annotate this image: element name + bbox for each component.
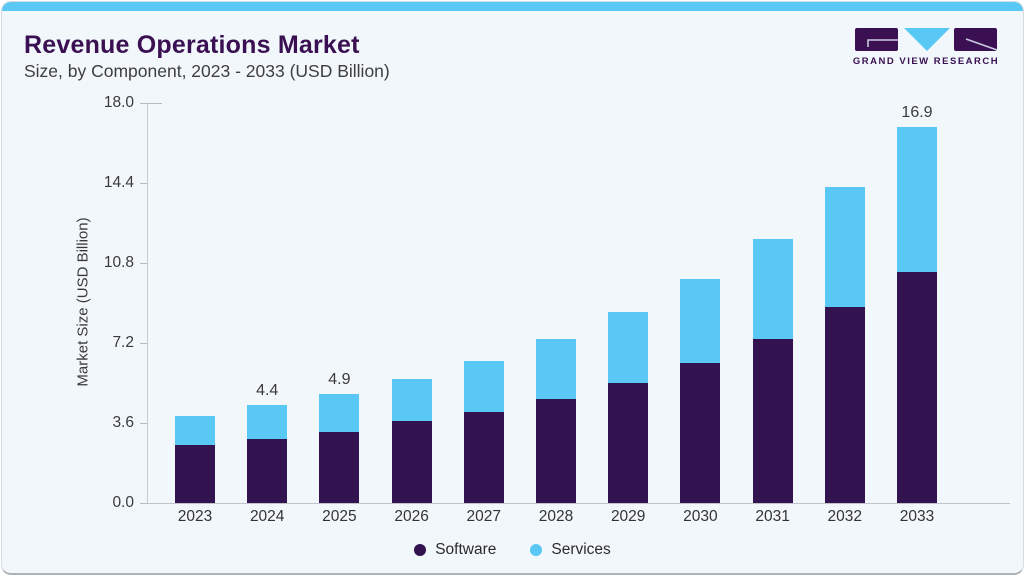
x-tick-label-2023: 2023 (177, 508, 213, 525)
x-tick-label-2032: 2032 (827, 508, 863, 525)
bar-segment-software-2033 (897, 271, 937, 503)
legend-dot-software (414, 544, 427, 556)
x-tick-label-2030: 2030 (683, 508, 718, 525)
bar-segment-services-2032 (824, 187, 865, 308)
legend-item-software: Software (414, 541, 496, 559)
gvr-logo-text: GRAND VIEW RESEARCH (852, 56, 1000, 67)
x-tick-label-2026: 2026 (394, 508, 429, 525)
y-axis-line (147, 103, 148, 503)
y-tick-mark (140, 263, 147, 264)
bar-total-label-2025: 4.9 (328, 371, 351, 389)
x-tick-label-2029: 2029 (610, 508, 646, 525)
x-tick-label-2025: 2025 (322, 508, 357, 525)
bar-segment-services-2025 (319, 394, 360, 432)
x-tick-label-2027: 2027 (466, 508, 502, 525)
bar-segment-software-2030 (680, 363, 721, 503)
bar-segment-software-2026 (391, 420, 432, 503)
bar-segment-services-2026 (391, 378, 432, 421)
bar-segment-services-2028 (536, 338, 576, 399)
x-tick-label-2028: 2028 (538, 508, 574, 525)
y-tick-label: 14.4 (103, 174, 134, 191)
bar-segment-services-2023 (175, 416, 215, 446)
bar-segment-software-2025 (319, 431, 360, 503)
legend-dot-services (530, 544, 543, 556)
bar-segment-services-2033 (897, 127, 937, 272)
bar-segment-software-2028 (536, 398, 576, 503)
legend-item-services: Services (530, 541, 611, 559)
bar-segment-services-2030 (680, 278, 721, 363)
y-tick-label: 18.0 (103, 94, 134, 111)
x-axis-line (147, 503, 1010, 504)
legend: Software Services (2, 537, 1023, 563)
x-tick-label-2024: 2024 (249, 508, 285, 525)
y-tick-label: 10.8 (103, 254, 134, 271)
y-tick-mark (140, 503, 147, 504)
y-axis-title: Market Size (USD Billion) (74, 217, 92, 387)
bar-segment-services-2029 (608, 311, 649, 383)
chart-subtitle: Size, by Component, 2023 - 2033 (USD Bil… (24, 61, 390, 81)
top-accent-bar (2, 2, 1023, 11)
y-tick-mark (147, 103, 162, 104)
y-tick-mark (140, 183, 147, 184)
y-tick-mark (140, 103, 147, 104)
bar-total-label-2024: 4.4 (256, 382, 279, 400)
bar-segment-software-2029 (608, 383, 649, 503)
x-tick-label-2031: 2031 (755, 508, 790, 525)
x-tick-label-2033: 2033 (899, 508, 935, 525)
bar-segment-services-2031 (752, 238, 793, 339)
bar-segment-services-2024 (247, 405, 288, 439)
y-tick-label: 0.0 (112, 494, 134, 511)
y-tick-label: 3.6 (112, 414, 134, 431)
bar-segment-software-2031 (752, 338, 793, 503)
bar-segment-services-2027 (463, 360, 504, 412)
y-tick-mark (140, 343, 147, 344)
gvr-logo: GRAND VIEW RESEARCH (851, 28, 1001, 67)
bar-segment-software-2024 (247, 438, 288, 503)
y-tick-label: 7.2 (112, 334, 134, 351)
bar-segment-software-2023 (175, 445, 215, 503)
y-tick-mark (140, 423, 147, 424)
bar-segment-software-2027 (463, 411, 504, 503)
page-title: Revenue Operations Market (24, 31, 360, 59)
gvr-logo-mark (855, 28, 998, 51)
bar-total-label-2033: 16.9 (901, 104, 933, 122)
legend-label: Services (551, 541, 611, 558)
legend-label: Software (435, 541, 497, 558)
bar-segment-software-2032 (824, 307, 865, 503)
